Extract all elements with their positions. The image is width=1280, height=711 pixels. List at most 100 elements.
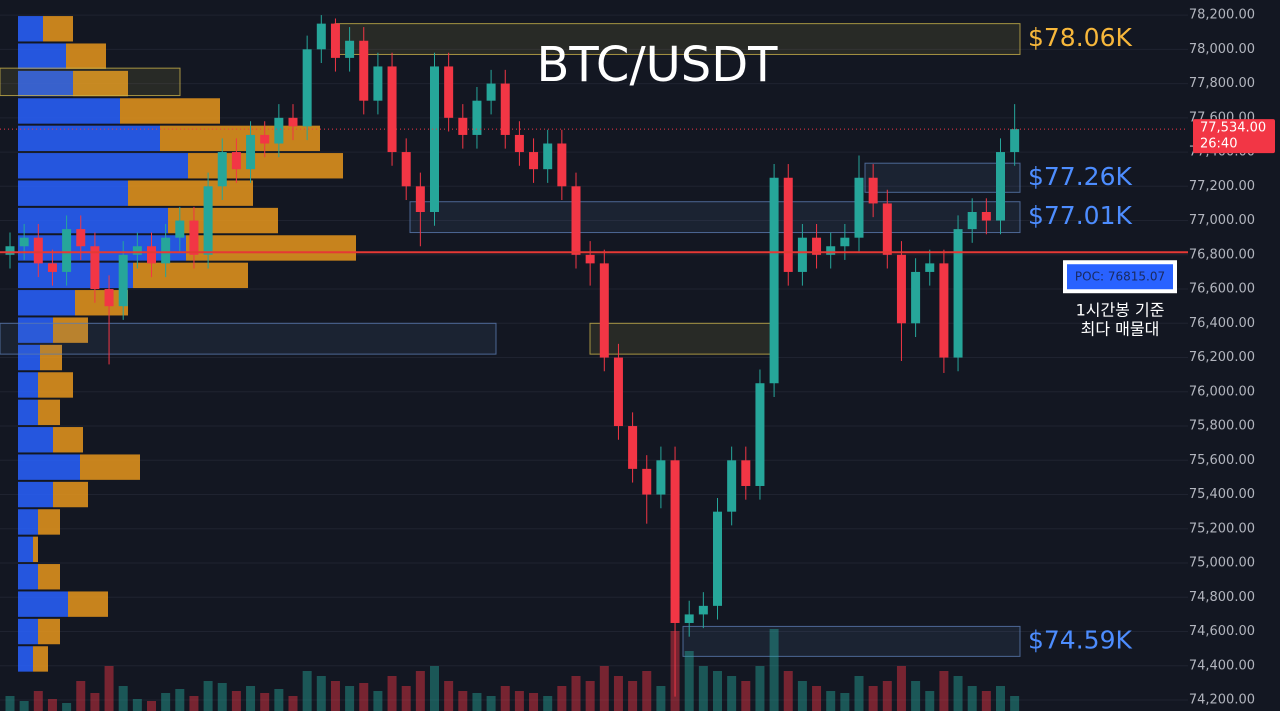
volume-bar — [812, 686, 822, 711]
y-tick-label: 75,000.00 — [1189, 556, 1255, 571]
volume-bar — [231, 691, 241, 711]
profile-sell-bar — [38, 564, 60, 590]
volume-bar — [175, 689, 185, 711]
volume-bar — [727, 676, 737, 711]
volume-bar — [76, 681, 86, 711]
profile-sell-bar — [53, 427, 83, 453]
candle-body — [316, 23, 326, 50]
y-tick-label: 75,400.00 — [1189, 487, 1255, 502]
candle-body — [5, 246, 15, 255]
volume-bar — [925, 691, 935, 711]
candle-body — [599, 263, 609, 358]
volume-bar — [189, 696, 199, 711]
volume-bar — [132, 699, 142, 711]
profile-sell-bar — [43, 16, 73, 42]
candle-body — [642, 468, 652, 495]
profile-buy-bar — [18, 481, 53, 508]
profile-buy-bar — [18, 180, 128, 206]
y-tick-label: 76,800.00 — [1189, 247, 1255, 262]
profile-buy-bar — [18, 344, 40, 371]
volume-bar — [5, 696, 15, 711]
profile-sell-bar — [186, 235, 356, 261]
candle-body — [911, 271, 921, 324]
candle-body — [571, 186, 581, 255]
candle-body — [812, 237, 822, 255]
volume-bar — [939, 671, 949, 711]
volume-bar — [472, 693, 482, 711]
volume-bar — [430, 666, 439, 711]
volume-bar — [217, 683, 227, 711]
profile-sell-bar — [188, 153, 343, 179]
volume-bar — [274, 689, 284, 711]
zone-box — [334, 23, 1021, 55]
volume-bar — [783, 671, 793, 711]
profile-sell-bar — [53, 481, 88, 508]
y-tick-label: 74,800.00 — [1189, 590, 1255, 605]
profile-sell-bar — [33, 536, 38, 563]
profile-buy-bar — [18, 536, 33, 563]
candle-body — [458, 117, 468, 135]
candle-body — [104, 289, 114, 307]
zone-label: $77.26K — [1028, 162, 1132, 191]
profile-sell-bar — [40, 344, 62, 371]
profile-sell-bar — [68, 591, 108, 617]
zone-box — [0, 67, 181, 97]
candle-body — [967, 211, 977, 230]
candle-body — [628, 426, 638, 469]
volume-bar — [203, 681, 213, 711]
candle-body — [19, 237, 29, 247]
candle-body — [755, 383, 765, 486]
profile-buy-bar — [18, 427, 53, 453]
candle-body — [161, 237, 171, 264]
candle-body — [882, 203, 892, 255]
volume-bar — [345, 686, 355, 711]
volume-bar — [797, 681, 807, 711]
profile-sell-bar — [38, 618, 60, 645]
y-tick-label: 76,000.00 — [1189, 384, 1255, 399]
profile-buy-bar — [18, 235, 186, 261]
profile-buy-bar — [18, 372, 38, 398]
candle-body — [387, 66, 397, 153]
candle-body — [359, 40, 369, 101]
profile-sell-bar — [168, 207, 278, 234]
candle-body — [769, 177, 779, 384]
profile-buy-bar — [18, 290, 75, 316]
profile-sell-bar — [38, 372, 73, 398]
candle-body — [430, 66, 439, 212]
volume-bar — [967, 686, 977, 711]
candle-body — [896, 254, 906, 324]
volume-bar — [642, 671, 652, 711]
profile-buy-bar — [18, 509, 38, 535]
candle-body — [684, 614, 694, 623]
volume-bar — [826, 691, 836, 711]
candle-body — [741, 460, 751, 486]
volume-bar — [316, 676, 326, 711]
profile-sell-bar — [53, 317, 88, 343]
candle-body — [246, 134, 256, 170]
poc-box — [1067, 264, 1173, 290]
candle-body — [189, 220, 199, 255]
volume-bar — [147, 701, 156, 711]
last-price-tag — [1193, 119, 1275, 154]
profile-buy-bar — [18, 43, 66, 69]
candle-body — [854, 177, 864, 238]
volume-bar — [514, 691, 524, 711]
volume-bar — [656, 686, 666, 711]
volume-bar — [359, 683, 369, 711]
volume-bar — [373, 691, 383, 711]
candle-body — [585, 254, 595, 264]
y-tick-label: 75,200.00 — [1189, 521, 1255, 536]
candle-body — [783, 177, 793, 272]
candle-body — [175, 220, 185, 238]
zone-label: $78.06K — [1028, 23, 1132, 52]
candle-body — [698, 605, 708, 615]
volume-bar — [557, 686, 567, 711]
profile-buy-bar — [18, 125, 160, 152]
volume-bar — [486, 696, 496, 711]
candle-body — [147, 246, 156, 264]
volume-bar — [415, 671, 425, 711]
poc-label: POC: 76815.07 — [1075, 270, 1165, 284]
volume-bar — [585, 681, 595, 711]
candle-body — [543, 143, 553, 170]
candle-body — [656, 460, 666, 495]
